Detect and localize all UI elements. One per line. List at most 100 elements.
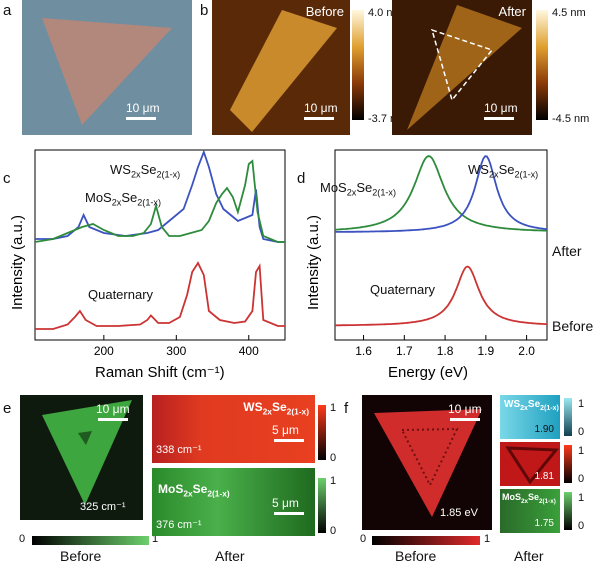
pl-chart: 1.6 1.7 1.8 1.9 2.0 Intensity (a.u.) Energy … — [305, 149, 548, 381]
f-ws-title: WS2xSe2(1-x) — [504, 399, 559, 412]
mos-sub1: 2x — [346, 187, 357, 198]
ws-sub1: 2x — [262, 406, 272, 417]
pl-ws-annotation: WS2xSe2(1-x) — [468, 162, 538, 180]
ws-map-value: 338 cm⁻¹ — [156, 444, 202, 456]
mos-map-title: MoS2xSe2(1-x) — [158, 482, 230, 498]
pl-ylabel: Intensity (a.u.) — [305, 215, 322, 310]
ws-sub1: 2x — [488, 169, 499, 180]
f-colorbar — [372, 536, 480, 545]
mos-sub2: 2(1-x) — [137, 197, 161, 208]
raman-tick-label-0: 200 — [94, 344, 114, 358]
f-cb-max: 1 — [484, 533, 491, 545]
mos-text: MoS — [502, 492, 521, 502]
mos-sub2: 2(1-x) — [539, 497, 556, 505]
afm-after-image: After 10 μm — [392, 0, 532, 135]
f-map-mos: MoS2xSe2(1-x) 1.75 — [500, 489, 560, 533]
raman-map-before: 10 μm 325 cm⁻¹ — [20, 395, 143, 520]
pl-series-0 — [334, 155, 548, 232]
mos-sub2: 2(1-x) — [372, 187, 396, 198]
mos-map-value: 376 cm⁻¹ — [156, 519, 202, 531]
ws-text: WS — [110, 162, 131, 177]
mos-text: MoS — [85, 190, 112, 205]
mos-sub2: 2(1-x) — [207, 488, 230, 499]
f-ws-colorbar — [564, 398, 572, 436]
f-cb-min: 0 — [360, 533, 367, 545]
ws-mid: Se — [527, 399, 541, 410]
scale-bar — [274, 439, 304, 442]
panel-e-label: e — [3, 400, 12, 417]
map-triangle — [42, 400, 132, 505]
ws-mid: Se — [140, 162, 157, 177]
pl-tick-label-4: 2.0 — [518, 344, 535, 358]
mos-text: MoS — [320, 180, 347, 195]
scale-bar — [484, 117, 514, 120]
mos-sub1: 2x — [183, 488, 193, 499]
afm-before-image: Before 10 μm — [212, 0, 350, 135]
pl-tick-label-0: 1.6 — [355, 344, 372, 358]
mos-mid: Se — [192, 482, 208, 496]
ws-sub1: 2x — [520, 405, 528, 412]
pl-xlabel: Energy (eV) — [388, 364, 468, 381]
scale-bar-label: 10 μm — [484, 101, 518, 115]
panel-f-label: f — [344, 400, 349, 417]
mos-map-after: MoS2xSe2(1-x) 5 μm 376 cm⁻¹ — [152, 468, 315, 536]
mos-mid: Se — [121, 190, 138, 205]
e-after-label: After — [215, 548, 245, 564]
scale-bar — [126, 117, 156, 120]
f-cb3-min: 0 — [578, 520, 585, 532]
triangle-flake — [42, 18, 172, 125]
f-cb3-max: 1 — [578, 492, 585, 504]
afm-before-colorbar — [352, 10, 364, 120]
scale-bar — [274, 512, 304, 515]
ws-text: WS — [243, 400, 263, 414]
raman-chart: 200 300 400 Intensity (a.u.) Raman Shift (… — [9, 149, 286, 381]
ws-colorbar — [318, 405, 326, 460]
scale-bar-label: 5 μm — [272, 496, 299, 510]
e-cb-min: 0 — [19, 533, 26, 545]
e-colorbar — [32, 536, 149, 545]
ws-text: WS — [504, 399, 521, 410]
pl-map-triangle — [374, 409, 482, 517]
ws-mid: Se — [271, 400, 287, 414]
afm-before-title: Before — [305, 4, 344, 19]
mos-mid: Se — [356, 180, 373, 195]
scale-bar-label: 10 μm — [304, 101, 338, 115]
panel-c-label: c — [3, 170, 11, 187]
ws-map-after: WS2xSe2(1-x) 5 μm 338 cm⁻¹ — [152, 395, 315, 463]
pl-quat-annotation: Quaternary — [370, 282, 436, 297]
afm-after-title: After — [498, 4, 526, 19]
ws-cb-min: 0 — [330, 452, 337, 464]
scale-bar-label: 10 μm — [126, 101, 160, 115]
f-cb1-min: 0 — [578, 426, 585, 438]
raman-ylabel: Intensity (a.u.) — [9, 215, 26, 310]
map-value-label: 325 cm⁻¹ — [80, 501, 126, 513]
raman-xlabel: Raman Shift (cm⁻¹) — [95, 364, 225, 381]
pl-tick-label-1: 1.7 — [396, 344, 413, 358]
scale-bar-label: 5 μm — [272, 423, 299, 437]
pl-before-label: Before — [552, 318, 594, 334]
raman-tick-label-1: 300 — [166, 344, 186, 358]
e-cb-max: 1 — [152, 533, 159, 545]
optical-image: 10 μm — [22, 0, 192, 135]
panel-d-label: d — [297, 170, 306, 187]
scale-bar-label: 10 μm — [96, 402, 130, 416]
ws-sub1: 2x — [130, 169, 141, 180]
mos-mid: Se — [528, 492, 540, 502]
pl-series-1 — [335, 155, 548, 233]
f-cb2-max: 1 — [578, 445, 585, 457]
afm-before-triangle — [230, 10, 337, 132]
pl-map-before: 10 μm 1.85 eV — [362, 395, 492, 530]
ws-text: WS — [468, 162, 489, 177]
afm-after-colorbar — [536, 10, 548, 120]
mos-cb-min: 0 — [330, 525, 337, 537]
raman-series-2 — [35, 261, 285, 330]
scale-bar-label: 10 μm — [448, 402, 482, 416]
ws-mid: Se — [498, 162, 515, 177]
f-quat-value: 1.81 — [534, 471, 554, 482]
f-cb2-min: 0 — [578, 473, 585, 485]
f-map-quat: 1.81 — [500, 442, 560, 486]
ws-sub2: 2(1-x) — [540, 405, 559, 412]
ws-sub2: 2(1-x) — [156, 169, 181, 180]
ws-sub2: 2(1-x) — [514, 169, 539, 180]
pl-tick-label-2: 1.8 — [437, 344, 454, 358]
